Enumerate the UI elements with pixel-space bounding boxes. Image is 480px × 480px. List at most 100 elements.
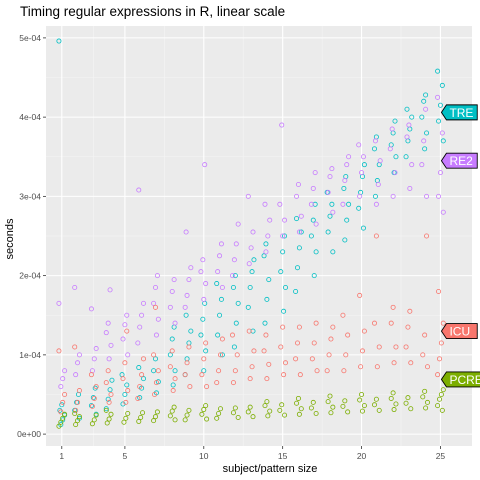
x-tick-label: 1 [59,451,64,461]
data-point-pcre [391,407,397,413]
data-point-icu [230,380,236,386]
x-tick-label: 20 [357,451,367,461]
data-point-re2 [171,277,177,283]
data-point-tre [313,249,319,255]
data-point-icu [169,348,175,354]
data-point-pcre [340,403,346,409]
data-point-icu [376,344,382,350]
data-point-pcre [73,422,79,428]
data-point-icu [151,352,157,358]
data-point-re2 [327,174,333,180]
data-point-tre [311,273,317,279]
data-point-tre [361,162,367,168]
data-point-icu [360,348,366,354]
data-point-pcre [60,415,66,421]
data-point-icu [281,372,287,378]
data-point-pcre [359,391,365,397]
data-point-tre [439,82,445,88]
data-point-tre [122,391,128,397]
data-point-icu [246,328,252,334]
data-point-re2 [151,300,157,306]
data-point-pcre [235,414,241,420]
data-point-re2 [188,265,194,271]
data-point-tre [281,308,287,314]
data-point-icu [371,320,377,326]
data-point-tre [440,138,446,144]
data-point-tre [422,146,428,152]
data-point-pcre [345,409,351,415]
data-point-pcre [373,396,379,402]
data-point-icu [391,360,397,366]
data-point-tre [235,300,241,306]
data-point-tre [263,241,269,247]
data-point-re2 [356,142,362,148]
data-point-re2 [263,249,269,255]
y-tick-label: 0e+00 [17,429,41,439]
data-point-icu [249,364,255,370]
data-point-pcre [232,405,238,411]
data-point-re2 [169,288,175,294]
data-point-tre [372,193,378,199]
data-point-pcre [357,397,363,403]
data-point-icu [72,344,78,350]
data-point-icu [219,336,225,342]
data-point-re2 [344,162,350,168]
x-tick-label: 15 [278,451,288,461]
data-point-tre [294,216,300,222]
data-point-tre [105,396,111,402]
data-point-pcre [361,403,367,409]
data-point-re2 [75,360,81,366]
data-point-re2 [103,330,109,336]
data-point-icu [203,340,209,346]
data-point-tre [424,130,430,136]
data-point-icu [251,348,257,354]
data-point-re2 [184,292,190,298]
data-point-pcre [103,407,109,413]
data-point-icu [294,340,300,346]
y-axis-label: seconds [4,218,16,259]
data-point-icu [153,380,159,386]
data-point-re2 [329,166,335,172]
data-point-pcre [75,418,81,424]
data-point-icu [261,348,267,354]
data-point-re2 [280,233,286,239]
data-point-icu [343,352,349,358]
data-point-pcre [436,396,442,402]
data-point-pcre [62,411,68,417]
data-point-re2 [186,277,192,283]
data-point-icu [408,360,414,366]
data-point-pcre [440,387,446,393]
data-point-icu [89,403,95,409]
data-point-pcre [93,412,99,418]
data-point-re2 [377,158,383,164]
data-point-re2 [167,304,173,310]
data-point-icu [361,328,367,334]
data-point-tre [308,233,314,239]
data-point-re2 [392,170,398,176]
data-point-re2 [88,306,94,312]
data-point-pcre [89,421,95,427]
data-point-tre [283,285,289,291]
data-point-icu [311,340,317,346]
data-point-icu [152,391,158,397]
data-point-icu [91,395,97,401]
data-point-pcre [294,400,300,406]
data-point-re2 [154,273,160,279]
data-point-tre [310,217,316,223]
data-point-re2 [60,376,66,382]
data-point-tre [151,368,157,374]
data-point-pcre [264,399,270,405]
data-point-icu [60,399,66,405]
data-point-icu [324,368,330,374]
data-point-pcre [435,403,441,409]
data-point-pcre [295,395,301,401]
data-point-re2 [229,273,235,279]
data-point-re2 [155,316,161,322]
data-point-re2 [56,300,62,306]
data-point-re2 [246,261,252,267]
data-point-re2 [359,170,365,176]
data-point-pcre [438,391,444,397]
data-point-tre [280,249,286,255]
y-tick-label: 1e-04 [19,350,41,360]
